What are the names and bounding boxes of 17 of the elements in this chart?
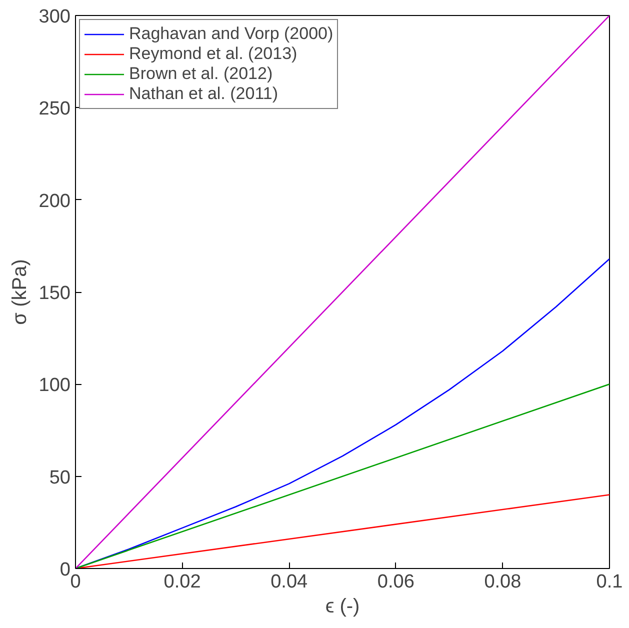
y-tick-label: 300 (38, 6, 70, 28)
x-tick-label: 0.04 (270, 572, 308, 592)
legend-label: Reymond et al. (2013) (129, 44, 298, 64)
legend-label: Brown et al. (2012) (129, 64, 273, 84)
x-tick-label: 0.02 (164, 572, 201, 592)
y-tick-label: 200 (38, 190, 70, 212)
y-axis-title: σ (kPa) (8, 259, 31, 325)
x-tick-label: 0.1 (596, 572, 623, 592)
y-tick-label: 100 (38, 375, 70, 396)
y-tick-label: 150 (38, 283, 70, 304)
legend-label: Nathan et al. (2011) (129, 84, 278, 104)
y-tick-label: 50 (49, 467, 71, 488)
y-tick-label: 250 (38, 98, 70, 120)
legend-label: Raghavan and Vorp (2000) (129, 24, 334, 44)
x-tick-label: 0.08 (484, 572, 522, 592)
x-tick-label: 0.06 (377, 572, 414, 592)
x-axis-title: ϵ (-) (325, 596, 360, 618)
